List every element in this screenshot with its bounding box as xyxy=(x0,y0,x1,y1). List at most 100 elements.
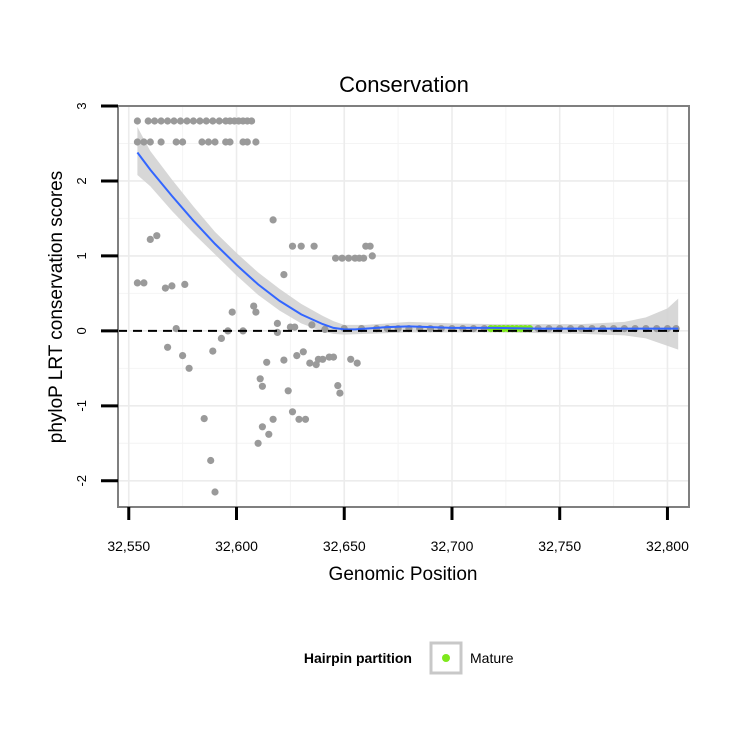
plot-background xyxy=(118,106,689,507)
point-other xyxy=(258,423,266,431)
point-other xyxy=(291,323,299,331)
point-other xyxy=(153,232,161,240)
confidence-ribbon xyxy=(137,127,679,350)
point-other xyxy=(288,408,297,416)
point-other xyxy=(157,117,165,125)
point-other xyxy=(338,254,346,262)
point-other xyxy=(248,117,256,125)
legend-key-dot xyxy=(442,654,450,662)
point-other xyxy=(252,138,260,146)
plot-border xyxy=(117,105,690,508)
point-other xyxy=(157,138,165,146)
point-other xyxy=(293,352,301,360)
point-other xyxy=(329,353,338,361)
point-other xyxy=(301,415,310,423)
point-other xyxy=(366,242,374,250)
legend-label-mature: Mature xyxy=(470,650,514,666)
point-other xyxy=(306,359,314,367)
point-other xyxy=(164,117,172,125)
point-other xyxy=(228,308,236,316)
point-other xyxy=(168,282,176,290)
point-other xyxy=(217,334,225,342)
point-other xyxy=(243,138,251,146)
x-axis-label: Genomic Position xyxy=(329,564,478,585)
point-other xyxy=(345,254,353,262)
x-tick-label: 32,750 xyxy=(538,538,581,554)
point-other xyxy=(269,216,277,224)
y-tick-label: -2 xyxy=(74,475,89,487)
y-tick-label: 0 xyxy=(74,327,89,334)
point-other xyxy=(164,343,172,351)
point-other xyxy=(161,284,169,292)
x-tick-label: 32,550 xyxy=(107,538,150,554)
y-tick-label: 2 xyxy=(74,177,89,184)
point-other xyxy=(310,242,318,250)
point-other xyxy=(209,347,217,355)
point-other xyxy=(146,138,154,146)
point-other xyxy=(202,117,210,125)
x-tick-label: 32,600 xyxy=(215,538,258,554)
point-other xyxy=(211,138,219,146)
point-other xyxy=(265,430,273,438)
point-other xyxy=(144,117,152,125)
point-other xyxy=(288,242,297,250)
point-other xyxy=(151,117,159,125)
point-other xyxy=(196,117,204,125)
point-other xyxy=(353,359,361,367)
point-other xyxy=(250,302,258,310)
chart-title: Conservation xyxy=(339,72,469,97)
y-tick-label: 1 xyxy=(74,252,89,259)
point-other xyxy=(258,382,266,390)
point-other xyxy=(280,356,288,364)
point-other xyxy=(133,279,141,287)
y-axis-label: phyloP LRT conservation scores xyxy=(46,171,67,444)
point-other xyxy=(295,415,303,423)
point-other xyxy=(336,389,344,397)
point-other xyxy=(273,319,281,327)
point-other xyxy=(176,117,185,125)
point-other xyxy=(263,358,271,366)
y-tick-label: 3 xyxy=(74,102,89,109)
point-other xyxy=(226,138,234,146)
point-other xyxy=(347,355,355,363)
point-other xyxy=(319,355,327,363)
point-other xyxy=(284,387,292,395)
point-other xyxy=(332,254,340,262)
point-other xyxy=(269,415,277,423)
point-other xyxy=(200,415,208,423)
x-tick-label: 32,700 xyxy=(431,538,474,554)
point-other xyxy=(185,364,193,372)
point-other xyxy=(334,382,342,390)
point-other xyxy=(198,138,206,146)
point-other xyxy=(133,117,141,125)
x-tick-label: 32,800 xyxy=(646,538,689,554)
point-other xyxy=(179,352,187,360)
point-other xyxy=(140,138,148,146)
point-other xyxy=(170,117,178,125)
point-other xyxy=(280,271,288,279)
point-other xyxy=(360,254,368,262)
legend-title: Hairpin partition xyxy=(304,650,412,666)
point-other xyxy=(254,439,262,447)
point-other xyxy=(215,117,223,125)
smooth-trend-line xyxy=(136,151,679,331)
point-other xyxy=(368,252,376,260)
point-other xyxy=(297,242,305,250)
point-other xyxy=(209,117,217,125)
point-other xyxy=(204,138,213,146)
point-other xyxy=(172,138,180,146)
point-other xyxy=(207,456,215,465)
point-other xyxy=(172,325,180,333)
y-tick-label: -1 xyxy=(74,400,89,412)
point-other xyxy=(183,117,191,125)
point-other xyxy=(252,308,260,316)
point-other xyxy=(308,321,316,329)
point-other xyxy=(133,138,141,146)
plot-area: 32,550 32,600 32,650 32,700 32,750 32,800 3 2 1 0… xyxy=(74,102,690,554)
point-other xyxy=(179,138,187,146)
point-other xyxy=(256,375,264,383)
point-other xyxy=(211,488,219,496)
legend: Hairpin partition Mature xyxy=(304,641,514,675)
x-tick-label: 32,650 xyxy=(323,538,366,554)
